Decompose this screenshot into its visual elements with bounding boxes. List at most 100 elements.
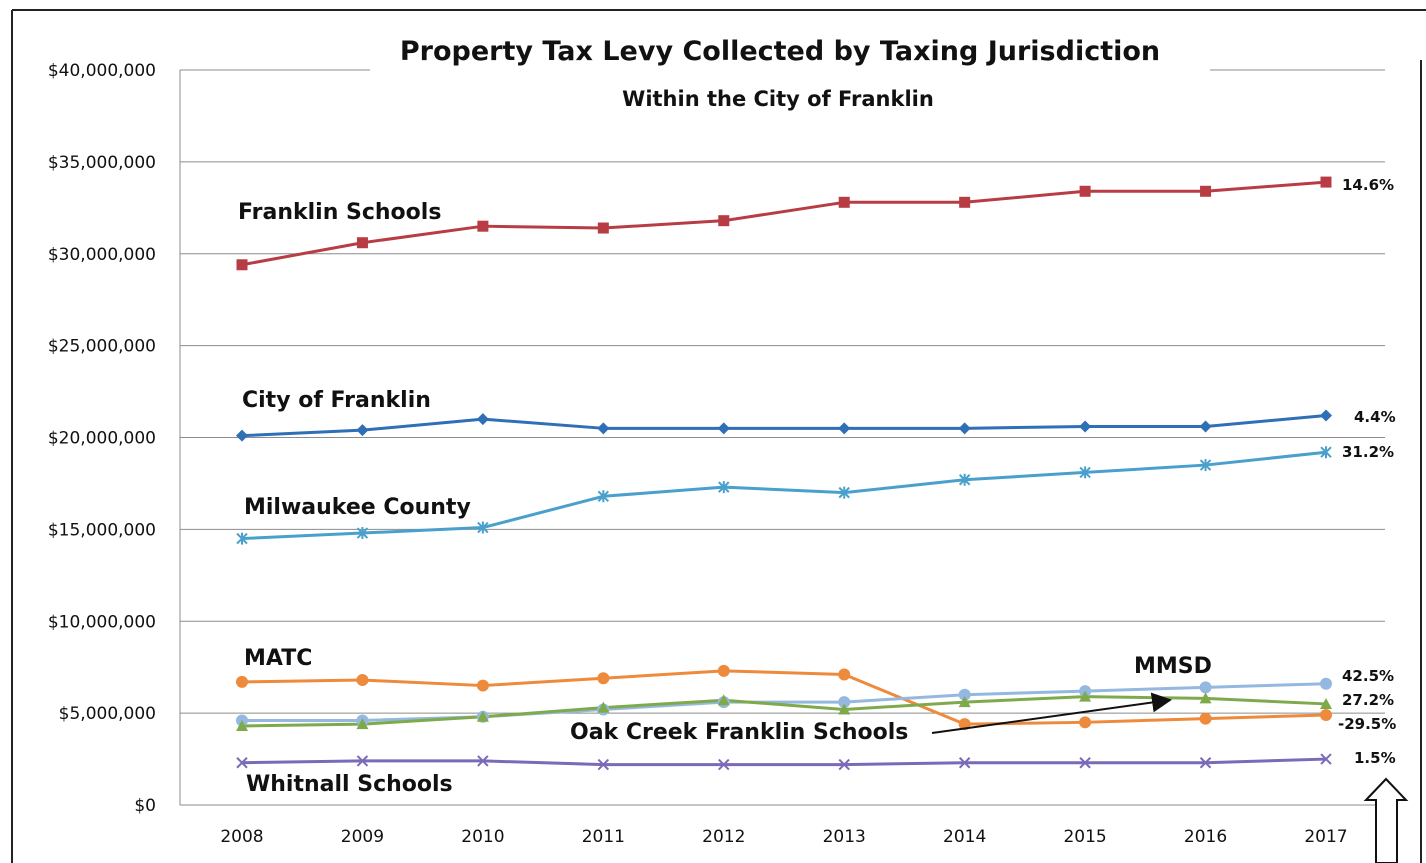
data-point-oak-creek-franklin-schools [838,703,851,715]
data-point-city-of-franklin [356,424,369,437]
data-point-franklin-schools [838,196,850,208]
y-tick-label: $35,000,000 [48,153,156,173]
data-point-milwaukee-county [597,490,610,503]
data-point-franklin-schools [356,237,368,249]
change-label-whitnall-schools: 1.5% [1354,749,1396,767]
data-point-whitnall-schools [1320,753,1332,765]
data-point-mmsd [958,688,971,701]
data-point-whitnall-schools [1199,757,1212,769]
data-point-matc [1199,712,1212,725]
data-point-milwaukee-county [1199,459,1212,472]
data-point-city-of-franklin [236,429,248,442]
series-label-matc: MATC [244,646,312,671]
x-axis-tick-labels: 2008 2009 2010 2011 2012 2013 2014 2015 2016 2017 [220,827,1347,847]
data-point-matc [356,674,369,687]
y-tick-label: $15,000,000 [48,520,156,540]
x-tick-label: 2017 [1304,827,1347,847]
data-point-oak-creek-franklin-schools [1199,692,1212,704]
series-lines [241,180,1327,767]
data-point-franklin-schools [959,196,971,208]
data-point-milwaukee-county [1320,446,1332,459]
change-label-mmsd: 42.5% [1342,667,1394,685]
y-tick-label: $20,000,000 [48,429,156,449]
data-point-mmsd [1320,677,1332,690]
series-line-whitnall-schools [241,757,1327,767]
data-point-franklin-schools [718,215,730,227]
change-label-milwaukee-county: 31.2% [1342,443,1394,461]
series-markers [236,176,1332,771]
y-tick-label: $5,000,000 [59,704,156,724]
data-point-mmsd [838,696,851,709]
data-point-city-of-franklin [838,422,851,435]
x-tick-label: 2015 [1063,827,1106,847]
y-tick-label: $30,000,000 [48,245,156,265]
data-point-franklin-schools [477,220,489,232]
data-point-matc [597,672,610,685]
chart-title: Property Tax Levy Collected by Taxing Ju… [400,36,1160,67]
x-tick-label: 2016 [1184,827,1227,847]
data-point-whitnall-schools [838,758,850,771]
data-point-city-of-franklin [1320,409,1332,422]
data-point-city-of-franklin [476,413,489,426]
data-point-oak-creek-franklin-schools [236,719,248,731]
data-point-oak-creek-franklin-schools [958,696,971,708]
data-point-oak-creek-franklin-schools [717,694,730,706]
y-axis-tick-labels: $0 $5,000,000 $10,000,000 $15,000,000 $20,00… [48,61,156,816]
x-tick-label: 2010 [461,827,504,847]
x-tick-label: 2008 [220,827,263,847]
series-label-oak-creek-franklin-schools: Oak Creek Franklin Schools [570,720,908,745]
series-label-milwaukee-county: Milwaukee County [244,495,471,520]
up-arrow-icon [1363,777,1409,863]
series-line-mmsd [242,682,1327,722]
series-label-mmsd: MMSD [1134,654,1212,679]
data-point-oak-creek-franklin-schools [1079,690,1092,702]
data-point-milwaukee-county [236,532,248,545]
data-point-milwaukee-county [838,486,850,499]
data-point-oak-creek-franklin-schools [1320,697,1332,709]
data-point-milwaukee-county [356,527,369,540]
data-point-oak-creek-franklin-schools [597,701,610,713]
data-point-franklin-schools [1200,185,1212,197]
data-point-milwaukee-county [958,473,971,486]
change-label-franklin-schools: 14.6% [1342,176,1394,194]
y-tick-label: $10,000,000 [48,612,156,632]
data-point-city-of-franklin [958,422,971,435]
data-point-whitnall-schools [597,758,610,771]
data-point-city-of-franklin [597,422,610,435]
change-label-city-of-franklin: 4.4% [1354,408,1396,426]
data-point-matc [1079,716,1092,729]
x-tick-label: 2012 [702,827,745,847]
data-point-milwaukee-county [718,481,730,494]
oak-creek-annotation-arrow [931,692,1172,734]
y-tick-label: $25,000,000 [48,337,156,357]
chart-subtitle: Within the City of Franklin [622,87,934,111]
data-point-whitnall-schools [477,755,489,767]
gridlines [179,69,1385,806]
data-point-whitnall-schools [718,758,730,771]
data-point-franklin-schools [1320,176,1332,188]
data-point-matc [838,668,851,681]
series-label-franklin-schools: Franklin Schools [238,200,441,225]
x-tick-label: 2013 [823,827,866,847]
series-label-whitnall-schools: Whitnall Schools [246,772,453,797]
data-point-matc [476,679,489,692]
series-line-milwaukee-county [241,450,1327,541]
data-point-franklin-schools [1079,185,1091,197]
data-point-whitnall-schools [236,757,248,769]
data-point-oak-creek-franklin-schools [476,710,489,722]
data-point-mmsd [1199,681,1212,694]
data-point-matc [717,664,730,677]
data-point-matc [236,675,248,688]
y-tick-label: $40,000,000 [48,61,156,81]
data-point-milwaukee-county [477,521,489,534]
data-point-whitnall-schools [1079,757,1091,769]
change-label-matc: -29.5% [1338,715,1396,733]
series-label-city-of-franklin: City of Franklin [242,388,431,413]
x-tick-label: 2009 [341,827,384,847]
series-line-oak-creek-franklin-schools [241,695,1327,728]
x-tick-label: 2011 [582,827,625,847]
title-background [370,28,1210,120]
change-label-oak-creek-franklin-schools: 27.2% [1342,691,1394,709]
series-line-city-of-franklin [241,413,1327,438]
